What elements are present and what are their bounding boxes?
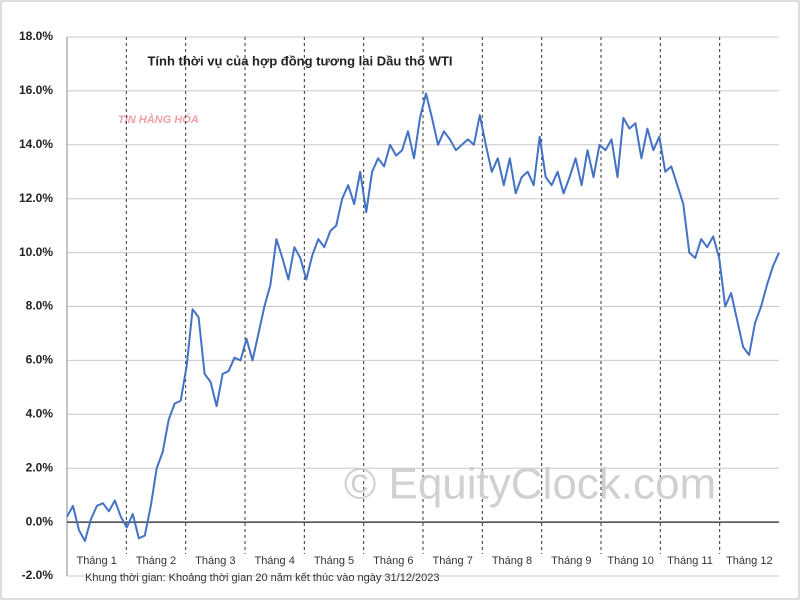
chart-title: Tính thời vụ của hợp đồng tương lai Dầu … <box>147 53 452 68</box>
series-line <box>66 92 780 542</box>
x-tick-label: Tháng 10 <box>607 555 653 567</box>
y-tick-label: -2.0% <box>22 568 54 582</box>
y-tick-label: 18.0% <box>19 29 53 43</box>
x-tick-label: Tháng 12 <box>726 555 772 567</box>
y-tick-label: 6.0% <box>26 353 54 367</box>
x-tick-label: Tháng 8 <box>492 555 532 567</box>
watermark: © EquityClock.com <box>344 460 716 509</box>
y-tick-label: 2.0% <box>26 460 54 474</box>
x-tick-label: Tháng 2 <box>136 555 176 567</box>
x-tick-label: Tháng 3 <box>195 555 235 567</box>
y-tick-label: 4.0% <box>26 406 54 420</box>
y-tick-label: 14.0% <box>19 137 53 151</box>
logo: TIN HÀNG HÓA <box>118 113 199 126</box>
x-tick-label: Tháng 6 <box>373 555 413 567</box>
y-tick-label: 10.0% <box>19 245 53 259</box>
x-tick-label: Tháng 7 <box>432 555 472 567</box>
x-tick-label: Tháng 9 <box>551 555 591 567</box>
footer: Khung thời gian: Khoảng thời gian 20 năm… <box>85 572 439 584</box>
y-tick-label: 8.0% <box>26 299 54 313</box>
y-tick-label: 16.0% <box>19 83 53 97</box>
x-tick-label: Tháng 4 <box>254 555 294 567</box>
y-tick-label: 0.0% <box>26 514 54 528</box>
x-tick-label: Tháng 1 <box>76 555 116 567</box>
y-tick-label: 12.0% <box>19 191 53 205</box>
x-tick-label: Tháng 11 <box>667 555 713 567</box>
x-tick-label: Tháng 5 <box>314 555 354 567</box>
